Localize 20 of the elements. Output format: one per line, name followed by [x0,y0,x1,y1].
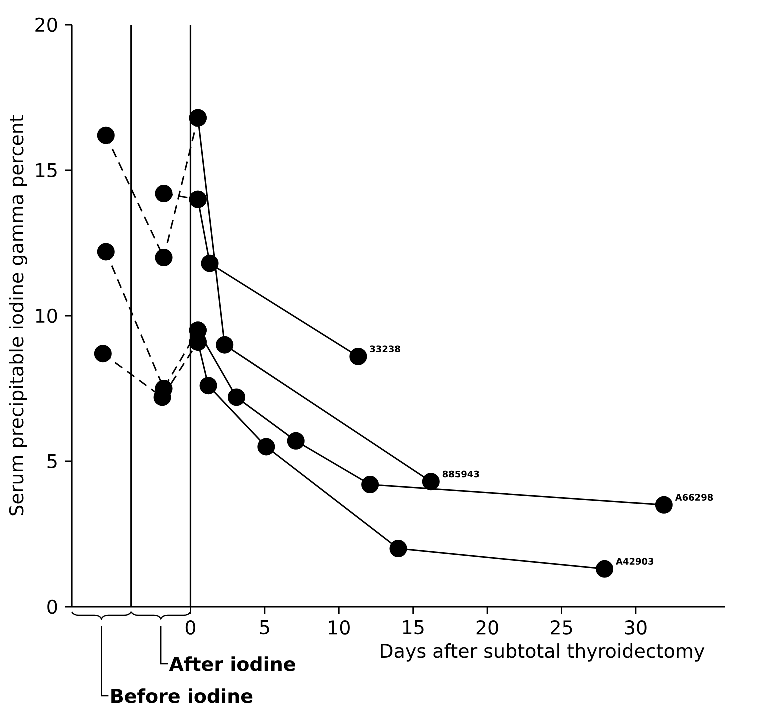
x-tick-label: 20 [476,620,498,635]
series-label: 885943 [442,470,480,478]
y-axis-title: Serum precipitable iodine gamma percent [9,116,28,516]
series-label: A42903 [616,558,654,565]
y-tick-label: 0 [48,600,58,614]
series-label: 33238 [370,346,400,353]
text: After iodine [169,656,296,672]
x-axis-title: Days after subtotal thyroidectomy [381,644,705,662]
x-tick-label: 5 [260,620,270,635]
series-label: A66298 [675,494,714,501]
x-tick-label: 30 [625,620,647,635]
x-tick-label: 10 [329,620,350,635]
y-tick-label: 15 [36,163,57,178]
x-tick-label: 0 [186,620,196,635]
text: Before iodine [112,688,253,704]
y-tick-label: 5 [48,454,57,469]
x-tick-label: 25 [551,620,572,635]
y-tick-label: 20 [36,18,58,32]
x-tick-label: 15 [403,620,424,635]
y-tick-label: 10 [36,308,58,324]
